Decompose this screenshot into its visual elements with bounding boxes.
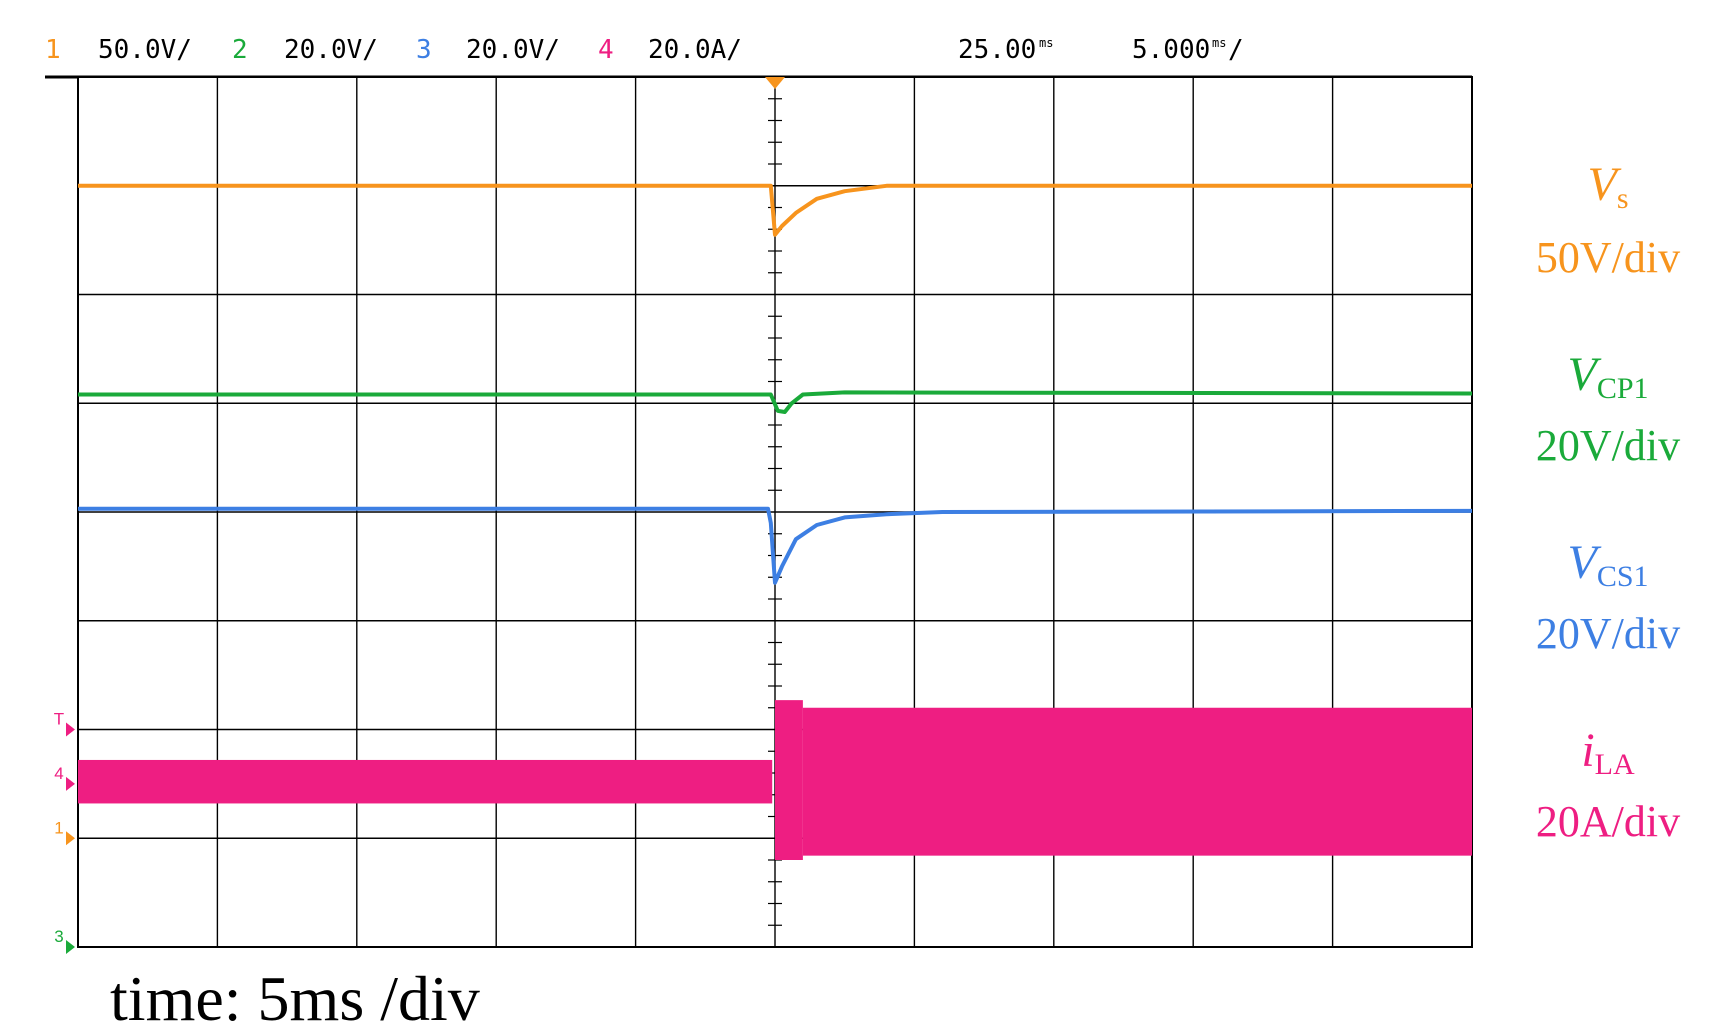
trigger-position-icon xyxy=(765,77,785,89)
trigger-position-unit: ms xyxy=(1039,36,1053,50)
channel-marker-4: 4 xyxy=(54,764,75,791)
trace-label-vcp1: VCP1 20V/div xyxy=(1536,348,1680,470)
channel-marker-T: T xyxy=(54,710,75,737)
timebase-slash: / xyxy=(1228,35,1244,65)
traces xyxy=(78,183,1473,860)
channel-3-scale: 20.0V/ xyxy=(466,35,560,65)
marker-arrow-icon xyxy=(66,722,75,737)
svg-text:Vs: Vs xyxy=(1587,158,1628,215)
marker-label: 4 xyxy=(54,764,63,783)
svg-text:VCS1: VCS1 xyxy=(1567,536,1648,593)
plot-area xyxy=(77,76,1473,948)
trace-scale-vcs1: 20V/div xyxy=(1536,609,1680,658)
svg-text:VCP1: VCP1 xyxy=(1567,348,1648,405)
trace-vs-line xyxy=(78,183,1472,237)
channel-3-number: 3 xyxy=(416,35,432,65)
channel-2-number: 2 xyxy=(232,35,248,65)
trace-ila-envelope xyxy=(78,759,773,804)
trace-label-vcs1: VCS1 20V/div xyxy=(1536,536,1680,658)
time-caption: time: 5ms /div xyxy=(110,963,480,1034)
trace-label-vs: Vs 50V/div xyxy=(1536,158,1680,282)
trace-label-ila: iLA 20A/div xyxy=(1536,724,1680,846)
channel-4-scale: 20.0A/ xyxy=(648,35,742,65)
trace-ila-envelope xyxy=(802,707,1472,856)
timebase-unit: ms xyxy=(1212,36,1226,50)
timebase-value: 5.000 xyxy=(1132,35,1210,65)
channel-2-scale: 20.0V/ xyxy=(284,35,378,65)
channel-1-number: 1 xyxy=(45,35,61,65)
channel-markers: T 4 1 3 xyxy=(54,710,75,954)
marker-label: T xyxy=(54,710,64,729)
marker-label: 1 xyxy=(54,818,63,837)
marker-label: 3 xyxy=(54,927,63,946)
channel-marker-3: 3 xyxy=(54,927,75,954)
channel-1-scale: 50.0V/ xyxy=(98,35,192,65)
marker-arrow-icon xyxy=(66,831,75,846)
trace-scale-ila: 20A/div xyxy=(1536,797,1680,846)
marker-arrow-icon xyxy=(66,940,75,954)
marker-arrow-icon xyxy=(66,776,75,791)
svg-text:iLA: iLA xyxy=(1581,724,1635,781)
trace-ila-envelope xyxy=(775,700,803,860)
header-readout: 1 50.0V/ 2 20.0V/ 3 20.0V/ 4 20.0A/ 25.0… xyxy=(45,35,1244,65)
trace-labels: Vs 50V/div VCP1 20V/div VCS1 20V/div iLA… xyxy=(1536,158,1680,846)
channel-4-number: 4 xyxy=(598,35,614,65)
trace-vcs1-line xyxy=(78,506,1473,585)
trigger-position-value: 25.00 xyxy=(958,35,1036,65)
trace-scale-vcp1: 20V/div xyxy=(1536,421,1680,470)
trace-scale-vs: 50V/div xyxy=(1536,233,1680,282)
trace-vcp1-line xyxy=(78,390,1473,414)
channel-marker-1: 1 xyxy=(54,818,75,846)
